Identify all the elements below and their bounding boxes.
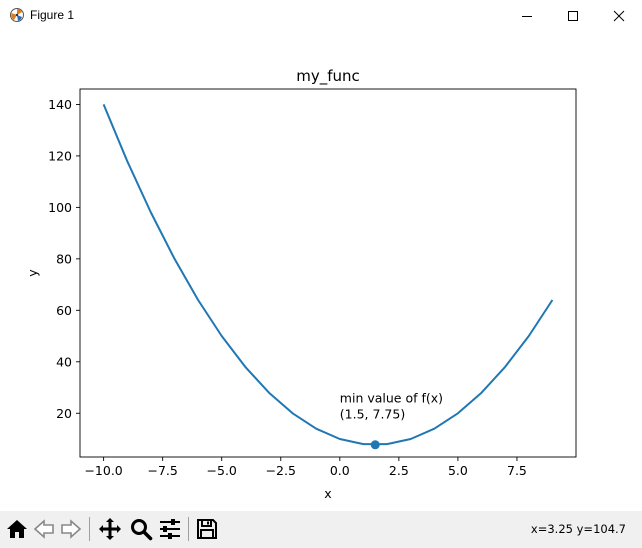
- y-tick-label: 100: [48, 200, 72, 215]
- minimize-icon: [522, 15, 532, 17]
- home-button[interactable]: [3, 515, 31, 543]
- magnifier-icon: [131, 519, 153, 541]
- close-button[interactable]: [596, 0, 642, 31]
- annotation-text: (1.5, 7.75): [340, 406, 405, 421]
- minimize-button[interactable]: [504, 0, 550, 31]
- minimum-point-marker: [370, 440, 380, 450]
- plot-area: −10.0 −7.5 −5.0 −2.5 0.0 2.5 5.0 7.5 20 40 60 80 100…: [48, 88, 577, 478]
- x-tick-label: −2.5: [266, 463, 296, 478]
- axes-frame: [79, 88, 577, 458]
- y-tick-label: 120: [48, 148, 72, 163]
- toolbar-separator: [89, 517, 90, 541]
- pan-button[interactable]: [96, 515, 124, 543]
- y-tick-label: 80: [56, 251, 72, 266]
- forward-button[interactable]: [57, 515, 85, 543]
- x-tick-label: −10.0: [84, 463, 122, 478]
- y-tick-label: 40: [56, 354, 72, 369]
- toolbar-separator: [188, 517, 189, 541]
- navigation-toolbar: x=3.25 y=104.7: [0, 511, 642, 548]
- move-icon: [99, 518, 121, 540]
- maximize-button[interactable]: [550, 0, 596, 31]
- x-tick-label: −5.0: [207, 463, 237, 478]
- configure-subplots-button[interactable]: [156, 515, 184, 543]
- arrow-right-icon: [61, 519, 82, 539]
- x-tick-label: 5.0: [448, 463, 468, 478]
- y-tick-label: 140: [48, 97, 72, 112]
- x-tick-label: −7.5: [147, 463, 177, 478]
- y-axis-label: y: [25, 269, 40, 277]
- chart-title: my_func: [296, 67, 360, 86]
- annotation-text: min value of f(x): [340, 390, 443, 405]
- back-button[interactable]: [30, 515, 58, 543]
- cursor-coordinates: x=3.25 y=104.7: [530, 522, 626, 536]
- window-titlebar: Figure 1: [0, 0, 642, 31]
- figure-canvas[interactable]: my_func −10.0 −7.5 −5.0 −2.5 0.0 2.5 5.0 7.5 20 4…: [0, 31, 642, 511]
- home-icon: [7, 520, 27, 538]
- line-chart: my_func −10.0 −7.5 −5.0 −2.5 0.0 2.5 5.0 7.5 20 4…: [25, 67, 577, 501]
- x-tick-label: 0.0: [330, 463, 350, 478]
- matplotlib-app-icon: [10, 8, 24, 22]
- arrow-left-icon: [33, 519, 54, 539]
- window-title: Figure 1: [30, 8, 75, 22]
- x-axis-label: x: [324, 486, 331, 501]
- zoom-button[interactable]: [127, 515, 155, 543]
- maximize-icon: [568, 10, 578, 21]
- x-tick-label: 7.5: [507, 463, 527, 478]
- y-tick-label: 20: [56, 406, 72, 421]
- y-tick-label: 60: [56, 303, 72, 318]
- close-icon: [613, 10, 625, 21]
- series-line: [102, 104, 554, 446]
- save-button[interactable]: [193, 515, 221, 543]
- x-tick-label: 2.5: [389, 463, 409, 478]
- sliders-icon: [160, 519, 180, 539]
- floppy-disk-icon: [197, 519, 217, 539]
